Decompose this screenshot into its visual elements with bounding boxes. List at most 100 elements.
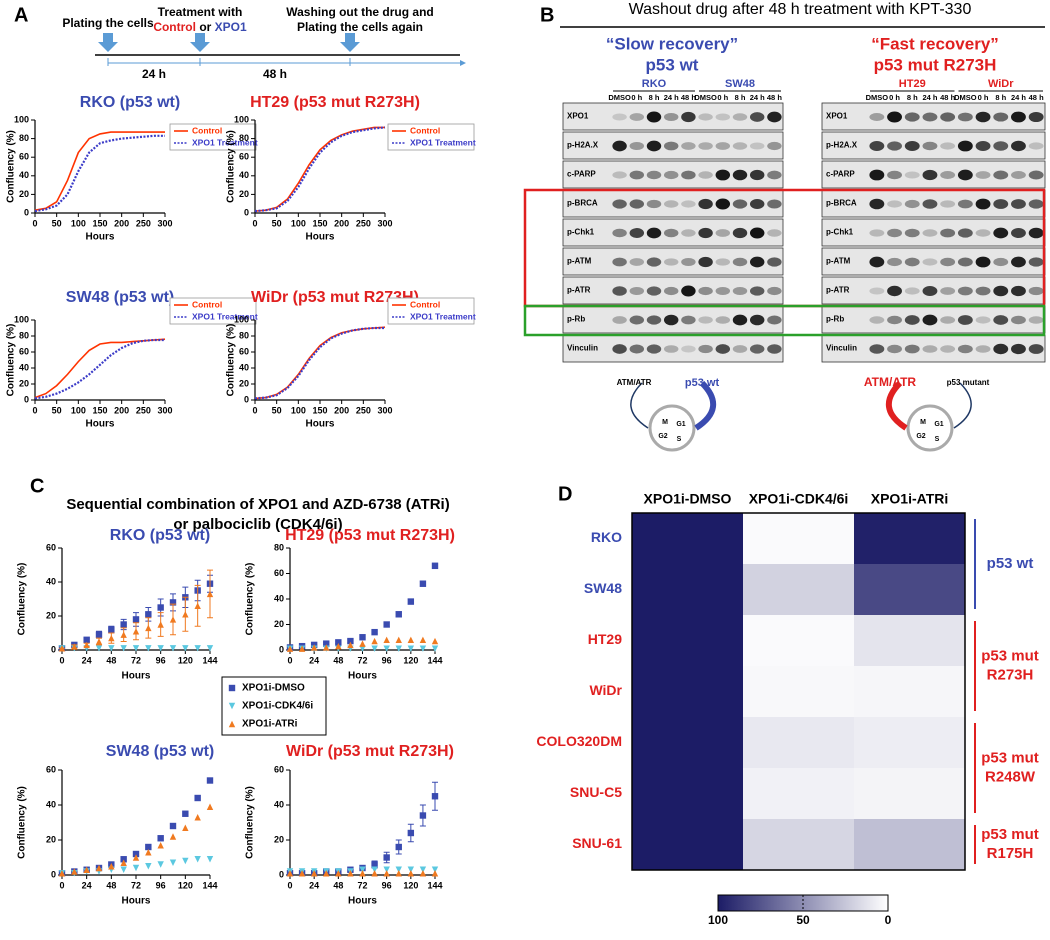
timeline-label: Plating the cells: [62, 16, 154, 30]
heatmap-cell: [854, 564, 966, 616]
marker: [310, 870, 318, 877]
x-tick-label: 24: [82, 880, 92, 890]
marker: [395, 843, 402, 851]
blot-band: [629, 170, 645, 180]
marker: [145, 611, 152, 618]
marker: [298, 645, 306, 652]
blot-band: [681, 315, 696, 325]
feedback-arrow: [886, 380, 908, 431]
y-tick-label: 0: [24, 394, 29, 404]
blot-band: [993, 343, 1009, 355]
y-axis-label: Confluency (%): [17, 563, 28, 636]
heatmap-cell: [743, 564, 855, 616]
x-tick-label: 250: [136, 405, 151, 415]
blot-band: [646, 111, 662, 123]
blot-band: [975, 141, 991, 151]
heatmap-cell: [854, 615, 966, 667]
blot-band: [767, 199, 782, 209]
marker: [194, 856, 201, 863]
y-tick-label: 80: [239, 133, 249, 143]
marker: [182, 611, 189, 618]
blot-band: [869, 316, 885, 324]
marker: [120, 645, 127, 652]
blot-band: [869, 141, 885, 151]
blot-band: [749, 112, 765, 122]
colorbar-label: 0: [885, 913, 892, 927]
x-axis-label: Hours: [122, 671, 151, 682]
highlight-box: [523, 304, 1046, 337]
protein-label: p-H2A.X: [826, 141, 858, 150]
legend-label: XPO1i-DMSO: [242, 683, 305, 694]
blot-band: [957, 257, 973, 267]
heatmap-cell: [854, 819, 966, 871]
legend-box: [387, 297, 475, 325]
lane-label: 8 h: [649, 93, 660, 102]
marker: [419, 636, 427, 643]
marker: [169, 833, 177, 840]
marker: [419, 645, 427, 652]
marker: [371, 637, 378, 645]
phase-label: M: [662, 419, 668, 426]
marker: [407, 829, 415, 837]
x-tick-label: 48: [106, 880, 116, 890]
marker: [407, 866, 415, 873]
marker: [395, 611, 402, 618]
group-label: p53 mut: [981, 749, 1039, 766]
x-tick-label: 50: [52, 218, 62, 228]
marker: [359, 866, 366, 873]
x-axis-label: Hours: [306, 419, 335, 430]
blot-band: [663, 112, 679, 122]
x-tick-label: 100: [71, 405, 86, 415]
x-tick-label: 24: [309, 655, 319, 665]
feedback-arrow: [630, 382, 649, 429]
heatmap-cell: [743, 615, 855, 667]
lane-label: 24 h: [922, 93, 937, 102]
x-tick-label: 144: [427, 655, 442, 665]
row-label: WiDr: [589, 682, 622, 698]
marker: [395, 645, 402, 652]
row-label: SNU-C5: [570, 784, 622, 800]
blot-band: [749, 227, 765, 239]
blot-band: [663, 258, 679, 266]
blot-band: [1011, 285, 1026, 297]
blot-band: [629, 344, 645, 354]
y-tick-label: 20: [19, 189, 29, 199]
group-label: R248W: [985, 768, 1036, 785]
cell-cycle: [906, 404, 954, 452]
protein-label: p-BRCA: [826, 199, 857, 208]
blot-band: [698, 171, 713, 179]
heatmap-cell: [632, 513, 744, 565]
panel-label: B: [540, 4, 554, 26]
control-label: Control: [153, 20, 196, 34]
y-tick-label: 60: [19, 152, 29, 162]
y-axis-label: Confluency (%): [6, 324, 17, 397]
blot-band: [646, 315, 662, 325]
blot-band: [993, 227, 1009, 239]
marker: [431, 645, 439, 652]
marker: [335, 870, 342, 877]
marker: [431, 870, 439, 877]
marker: [71, 868, 78, 875]
blot-band: [887, 200, 902, 208]
y-tick-label: 100: [14, 114, 29, 124]
blot-band: [732, 257, 748, 267]
marker: [182, 810, 189, 817]
marker: [347, 641, 354, 649]
heatmap-cell: [632, 666, 744, 718]
marker: [206, 803, 214, 810]
blot-band: [1011, 315, 1026, 325]
panel-c-title: or palbociclib (CDK4/6i): [173, 516, 342, 533]
heatmap-cell: [854, 768, 966, 820]
marker: [407, 870, 415, 877]
blot-band: [922, 285, 938, 297]
blot-band: [975, 111, 991, 123]
blot-band: [869, 198, 885, 210]
blot-band: [887, 344, 902, 354]
y-tick-label: 100: [14, 314, 29, 324]
x-tick-label: 72: [357, 655, 367, 665]
blot-band: [940, 287, 956, 295]
marker: [145, 624, 152, 632]
x-tick-label: 250: [136, 218, 151, 228]
x-axis-label: Hours: [122, 896, 151, 907]
blot-band: [681, 170, 696, 180]
